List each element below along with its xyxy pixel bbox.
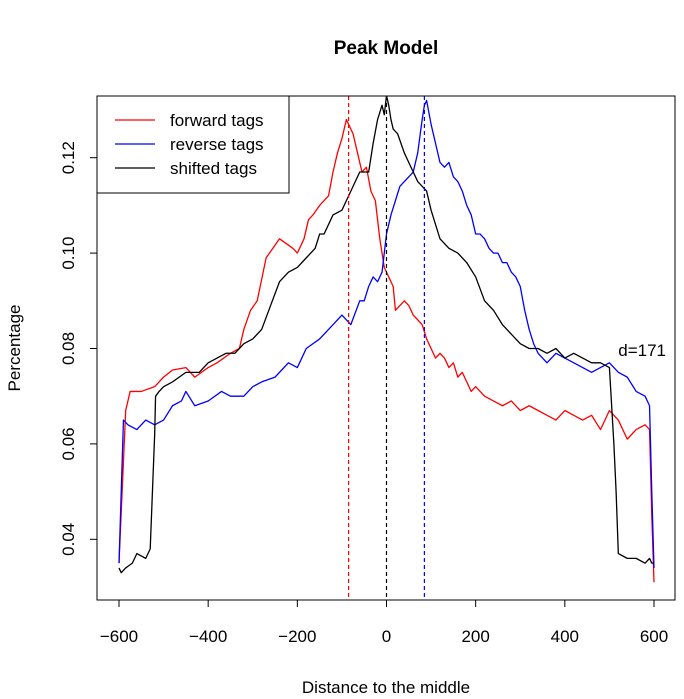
y-tick-label-2: 0.08 (59, 332, 78, 365)
x-tick-label-4: 200 (461, 627, 489, 646)
series-line-reverse-tags (118, 99, 655, 568)
legend-entry-1: reverse tags (170, 135, 264, 154)
chart-title: Peak Model (334, 38, 439, 59)
y-tick-label-4: 0.12 (59, 141, 78, 174)
y-axis-label: Percentage (5, 305, 24, 392)
x-tick-label-0: −600 (100, 627, 138, 646)
legend: forward tags reverse tags shifted tags (96, 95, 290, 194)
y-tick-label-3: 0.10 (59, 237, 78, 270)
plot-frame (96, 95, 676, 601)
series-line-shifted-tags (118, 96, 654, 574)
series-line-forward-tags (118, 118, 655, 583)
plot-content (118, 96, 655, 600)
x-axis-label: Distance to the middle (302, 678, 470, 697)
x-tick-label-1: −400 (189, 627, 227, 646)
y-tick-label-1: 0.06 (59, 427, 78, 460)
y-tick-label-0: 0.04 (59, 523, 78, 556)
x-tick-label-2: −200 (278, 627, 316, 646)
legend-entry-0: forward tags (170, 111, 264, 130)
x-tick-label-3: 0 (382, 627, 391, 646)
axes: −600 −400 −200 0 200 400 600 0.04 0.06 0.08 0.10 0.… (59, 141, 668, 646)
legend-entry-2: shifted tags (170, 159, 257, 178)
annotation-d: d=171 (618, 341, 666, 360)
x-tick-label-5: 400 (551, 627, 579, 646)
x-tick-label-6: 600 (640, 627, 668, 646)
